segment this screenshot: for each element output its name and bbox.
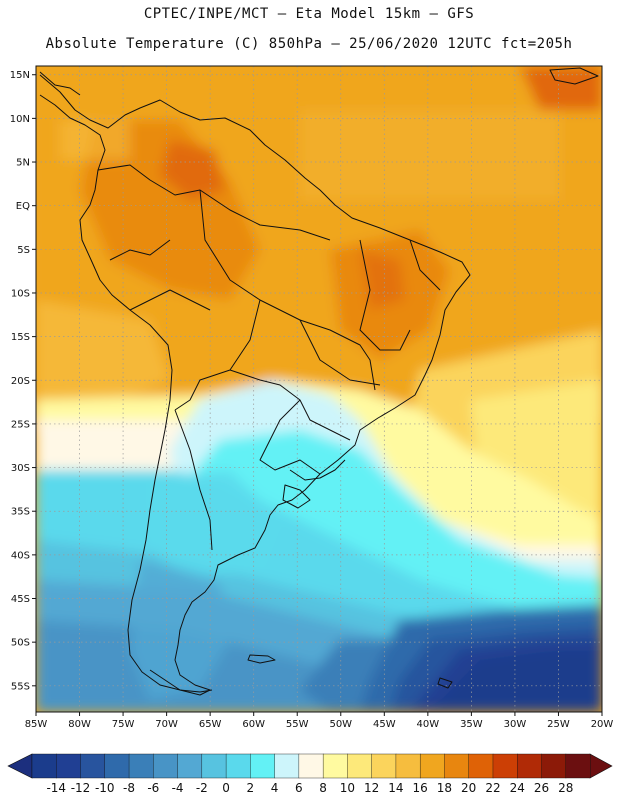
latitude-axis: 15N 10N 5N EQ 5S 10S 15S 20S 25S 30S 35S 40S 45S 50S 5… <box>10 70 36 692</box>
colorbar-under-arrow <box>7 753 33 779</box>
colorbar-label: 22 <box>485 781 500 795</box>
colorbar-label: 20 <box>461 781 476 795</box>
colorbar-label: -14 <box>46 781 66 795</box>
colorbar-label: -2 <box>196 781 208 795</box>
lon-tick-label: 35W <box>460 719 483 730</box>
lon-tick-label: 60W <box>242 719 265 730</box>
lon-tick-label: 30W <box>504 719 527 730</box>
colorbar-label: -8 <box>123 781 135 795</box>
colorbar-over-arrow <box>589 753 613 779</box>
chart-title-line1: CPTEC/INPE/MCT – Eta Model 15km – GFS <box>143 6 475 22</box>
lat-tick-label: 15S <box>11 332 30 343</box>
colorbar-swatch <box>565 753 591 779</box>
colorbar-label: 14 <box>388 781 403 795</box>
coastlines <box>39 67 599 696</box>
lat-tick-label: 45S <box>11 594 30 605</box>
colorbar-swatch <box>225 753 251 779</box>
lat-tick-label: 40S <box>11 550 30 561</box>
colorbar-swatch <box>298 753 324 779</box>
colorbar-label: -10 <box>95 781 115 795</box>
lat-tick-label: 25S <box>11 419 30 430</box>
colorbar-label: -6 <box>147 781 159 795</box>
colorbar-swatch <box>322 753 348 779</box>
colorbar-swatch <box>371 753 397 779</box>
colorbar-swatch <box>468 753 494 779</box>
colorbar-label: 6 <box>295 781 303 795</box>
map-frame <box>35 65 603 713</box>
colorbar-swatch <box>128 753 154 779</box>
colorbar-label: 18 <box>437 781 452 795</box>
chart-title-line2: Absolute Temperature (C) 850hPa – 25/06/… <box>45 36 573 52</box>
colorbar-label: -4 <box>172 781 184 795</box>
colorbar-label: 2 <box>247 781 255 795</box>
lon-tick-label: 80W <box>68 719 91 730</box>
lat-tick-label: 15N <box>10 70 30 81</box>
lat-tick-label: 20S <box>11 376 30 387</box>
colorbar-swatch <box>395 753 421 779</box>
colorbar-label: 4 <box>271 781 279 795</box>
colorbar-swatch <box>104 753 130 779</box>
colorbar-swatch <box>492 753 518 779</box>
lon-tick-label: 55W <box>286 719 309 730</box>
colorbar-swatch <box>177 753 203 779</box>
colorbar-label: 12 <box>364 781 379 795</box>
colorbar-swatch <box>419 753 445 779</box>
colorbar-label: -12 <box>71 781 91 795</box>
colorbar-swatch <box>517 753 542 779</box>
lat-tick-label: 10S <box>11 288 30 299</box>
colorbar-swatch <box>201 753 227 779</box>
colorbar-label: 8 <box>319 781 327 795</box>
colorbar-label: 16 <box>413 781 428 795</box>
lat-tick-label: 10N <box>10 114 30 125</box>
lon-tick-label: 50W <box>329 719 352 730</box>
lon-tick-label: 20W <box>591 719 614 730</box>
lon-tick-label: 65W <box>199 719 222 730</box>
colorbar-swatch <box>31 753 57 779</box>
longitude-axis: 85W 80W 75W 70W 65W 60W 55W 50W 45W 40W 35W 30W 25W 2… <box>25 712 614 730</box>
lon-tick-label: 75W <box>112 719 135 730</box>
lat-tick-label: 35S <box>11 507 30 518</box>
lat-tick-label: 50S <box>11 638 30 649</box>
colorbar-label: 28 <box>558 781 573 795</box>
lat-tick-label: 55S <box>11 681 30 692</box>
lat-tick-label: EQ <box>16 201 30 212</box>
lon-tick-label: 25W <box>547 719 570 730</box>
colorbar-label: 0 <box>222 781 230 795</box>
lon-tick-label: 45W <box>373 719 396 730</box>
lon-tick-label: 70W <box>155 719 178 730</box>
colorbar-label: 24 <box>510 781 525 795</box>
colorbar-swatch <box>274 753 300 779</box>
lat-tick-label: 5N <box>16 158 30 169</box>
colorbar: -14 -12 -10 -8 -6 -4 -2 0 2 4 6 8 10 12 14 16 18 20 22 24 26… <box>7 753 613 795</box>
lon-tick-label: 40W <box>417 719 440 730</box>
lat-tick-label: 5S <box>17 245 30 256</box>
colorbar-swatch <box>444 753 470 779</box>
colorbar-swatch <box>347 753 373 779</box>
lon-tick-label: 85W <box>25 719 48 730</box>
colorbar-swatch <box>80 753 106 779</box>
colorbar-swatch <box>153 753 179 779</box>
colorbar-swatch <box>541 753 567 779</box>
colorbar-label: 26 <box>534 781 549 795</box>
lat-tick-label: 30S <box>11 463 30 474</box>
colorbar-label: 10 <box>340 781 355 795</box>
colorbar-swatch <box>56 753 82 779</box>
temperature-field <box>36 66 602 712</box>
colorbar-swatch <box>250 753 276 779</box>
